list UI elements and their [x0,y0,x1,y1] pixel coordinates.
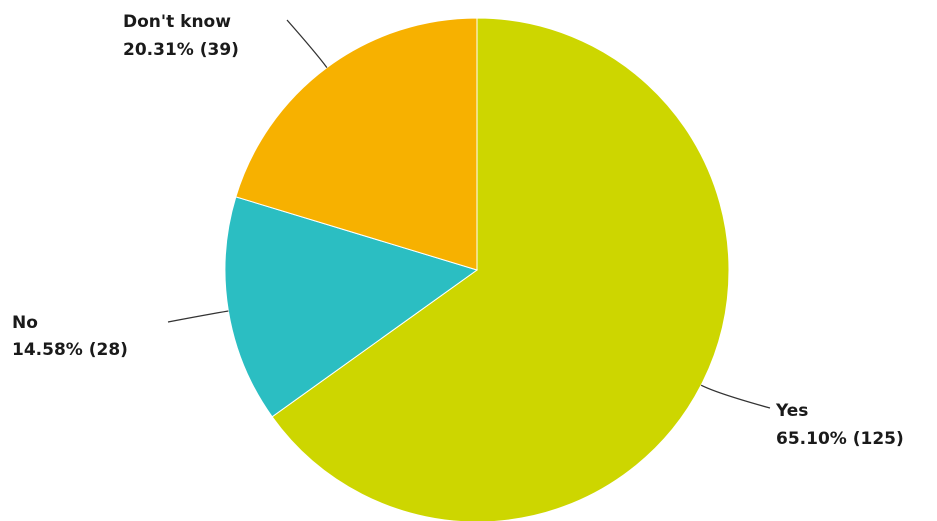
leader-line-yes [700,384,771,409]
leader-lines [167,19,771,409]
slice-label-dont-know: Don't know [123,12,231,32]
leader-line-don-t-know [286,19,328,68]
slice-label-no: No [12,313,38,333]
pie-slice-don-t-know [235,17,478,271]
pie-slices [224,17,730,521]
leader-line-no [167,310,229,323]
slice-value-no: 14.58% (28) [12,340,128,360]
slice-value-dont-know: 20.31% (39) [123,40,239,60]
slice-value-yes: 65.10% (125) [776,429,904,449]
slice-label-yes: Yes [775,401,808,421]
